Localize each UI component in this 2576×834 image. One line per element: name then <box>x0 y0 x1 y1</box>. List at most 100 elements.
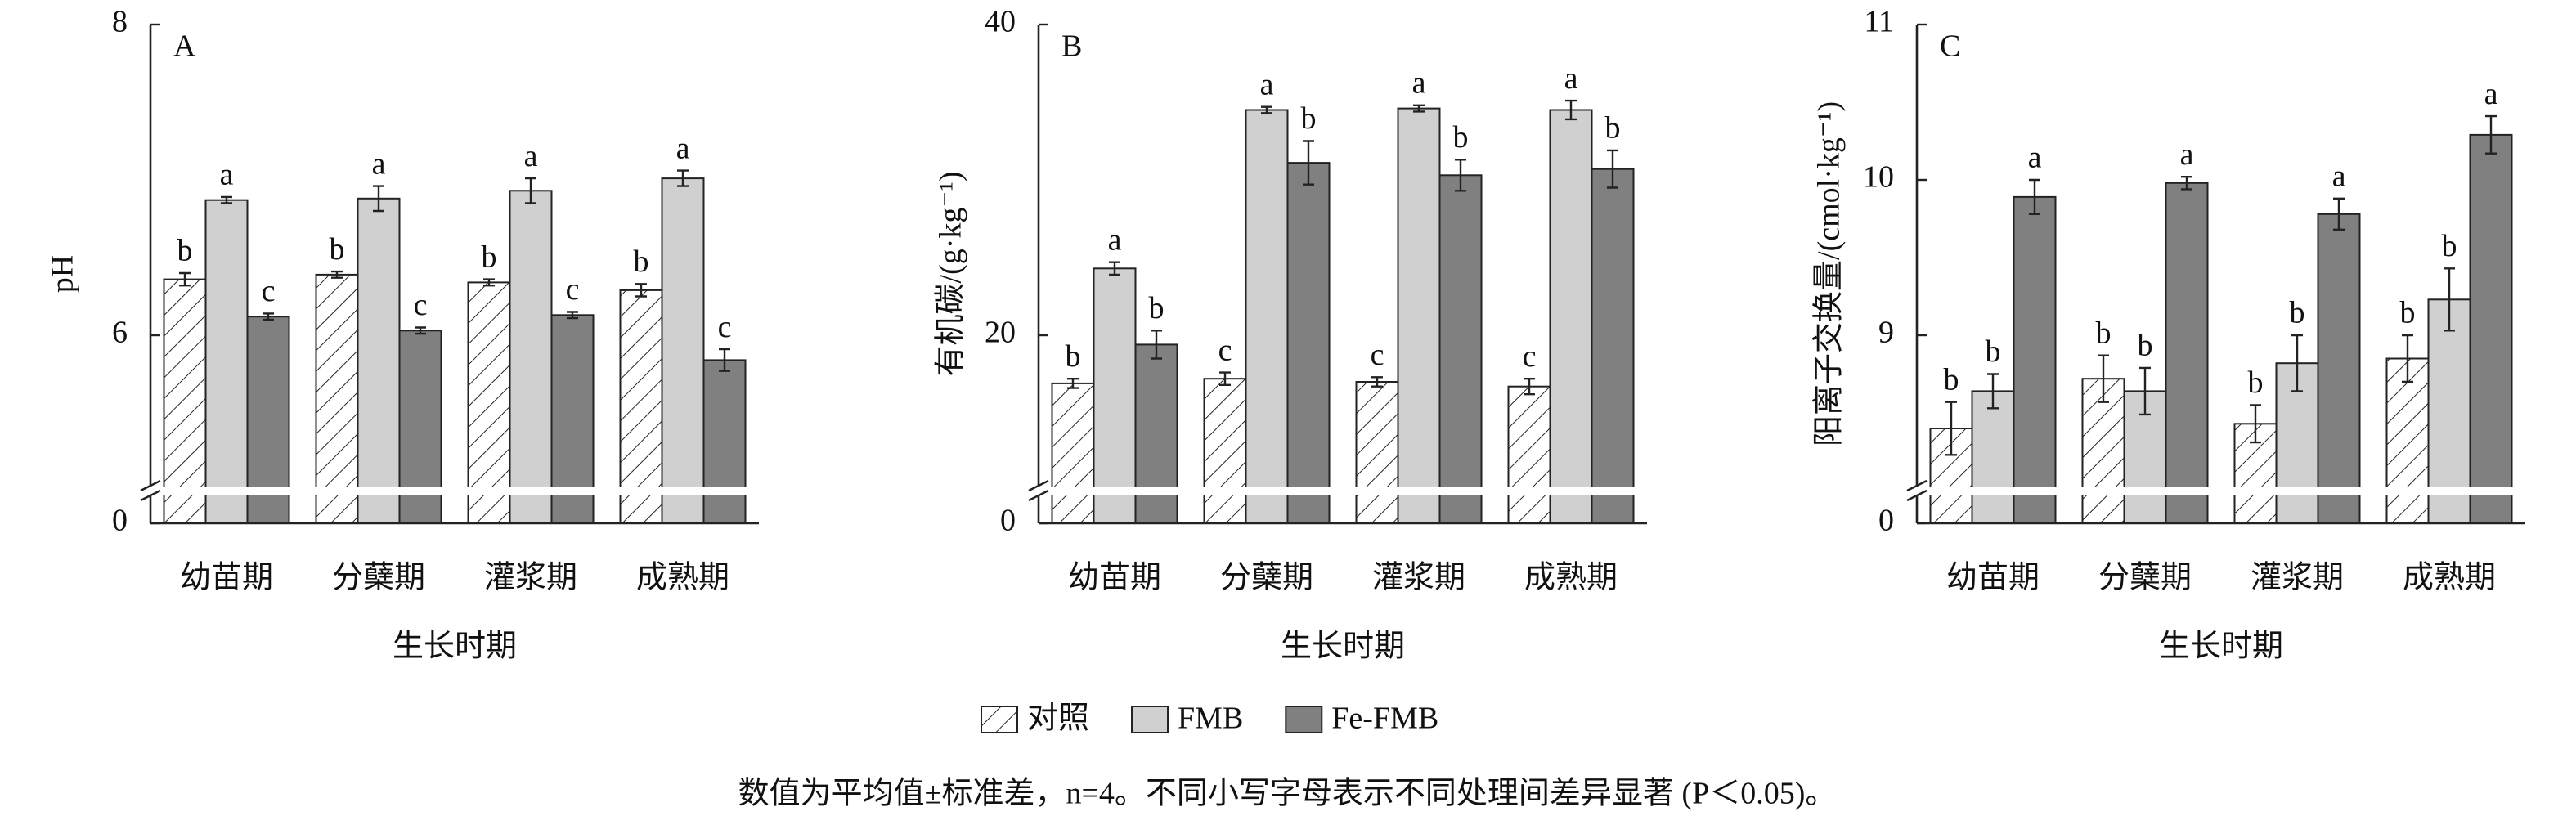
error-bar <box>2139 366 2151 416</box>
error-bar <box>677 169 689 187</box>
error-bar <box>525 177 536 204</box>
x-tick-label: 灌浆期 <box>484 561 577 595</box>
bar <box>467 281 511 524</box>
axis-break-mark <box>140 479 161 502</box>
significance-letter: b <box>1944 362 1959 397</box>
significance-letter: a <box>524 139 538 173</box>
significance-letter: b <box>2442 229 2457 263</box>
significance-letter: b <box>1453 120 1469 155</box>
panel-label: A <box>173 29 196 64</box>
significance-letter: b <box>634 244 649 279</box>
error-bar <box>1987 373 1999 410</box>
y-tick-label: 40 <box>985 5 1016 39</box>
error-bar <box>1565 99 1577 121</box>
bar <box>1286 162 1331 524</box>
axis-break-mark <box>1028 479 1049 502</box>
bar <box>1203 378 1247 525</box>
significance-letter: a <box>1260 67 1274 101</box>
significance-letter: b <box>482 240 497 274</box>
significance-letter: a <box>2028 141 2042 175</box>
bar <box>1397 107 1441 524</box>
bar <box>702 359 747 524</box>
y-tick-label: 0 <box>1878 504 1894 538</box>
axis-break-gap <box>1907 486 1927 495</box>
y-tick-label: 0 <box>1000 504 1016 538</box>
bar <box>1355 381 1399 524</box>
error-bar <box>263 312 274 321</box>
error-bar <box>331 270 343 279</box>
x-tick-label: 灌浆期 <box>2251 561 2344 595</box>
y-axis-label: pH <box>46 255 80 293</box>
bar <box>163 278 207 524</box>
legend-swatch <box>1131 706 1169 733</box>
bar <box>1093 267 1137 524</box>
x-tick-label: 幼苗期 <box>180 561 273 595</box>
error-bar <box>2402 334 2413 383</box>
bar <box>2165 182 2209 525</box>
significance-letter: b <box>2290 296 2305 330</box>
bar <box>2469 133 2513 524</box>
bar <box>1549 109 1593 524</box>
bar <box>2013 195 2057 524</box>
bar <box>1245 109 1289 524</box>
panel-label: B <box>1061 29 1082 64</box>
significance-letter: c <box>262 274 276 308</box>
y-tick-label: 11 <box>1864 5 1894 39</box>
error-bar <box>483 278 495 287</box>
significance-letter: c <box>566 272 580 307</box>
error-bar <box>719 348 730 372</box>
significance-letter: c <box>1218 333 1232 367</box>
error-bar <box>1371 376 1383 388</box>
x-tick-label: 成熟期 <box>2403 561 2496 595</box>
error-bar <box>1109 261 1120 276</box>
error-bar <box>2444 267 2455 332</box>
bar <box>2427 298 2471 524</box>
significance-letter: b <box>2138 329 2153 363</box>
error-bar <box>2333 197 2345 231</box>
error-bar <box>1607 149 1618 189</box>
error-bar <box>221 195 232 204</box>
bar <box>1051 382 1095 524</box>
significance-letter: b <box>1149 291 1165 325</box>
legend-label: 对照 <box>1027 702 1089 736</box>
bar <box>2317 213 2361 524</box>
x-tick-label: 分蘖期 <box>332 561 425 595</box>
significance-letter: b <box>1066 339 1081 374</box>
significance-letter: a <box>220 158 234 192</box>
y-tick-label: 0 <box>112 504 128 538</box>
significance-letter: a <box>1108 222 1122 257</box>
y-tick-label: 9 <box>1878 316 1894 350</box>
bar <box>1134 343 1178 524</box>
y-tick-label: 20 <box>985 316 1016 350</box>
x-axis-label: 生长时期 <box>393 630 517 664</box>
panel-label: C <box>1940 29 1960 64</box>
x-tick-label: 成熟期 <box>1524 561 1618 595</box>
significance-letter: b <box>177 234 193 268</box>
significance-letter: c <box>718 310 732 344</box>
significance-letter: a <box>676 131 690 165</box>
bar <box>2385 357 2430 524</box>
x-tick-label: 分蘖期 <box>1220 561 1313 595</box>
x-tick-label: 幼苗期 <box>1946 561 2040 595</box>
caption: 数值为平均值±标准差，n=4。不同小写字母表示不同处理间差异显著 (P＜0.05… <box>738 777 1837 811</box>
legend-label: FMB <box>1178 702 1243 736</box>
axis-break-gap <box>1040 486 1649 495</box>
y-axis-label: 阳离子交换量/(cmol·kg⁻¹) <box>1812 101 1847 446</box>
error-bar <box>567 311 578 320</box>
error-bar <box>1219 371 1231 386</box>
y-tick-label: 6 <box>112 316 128 350</box>
significance-letter: a <box>2332 159 2346 194</box>
error-bar <box>1303 140 1314 186</box>
error-bar <box>635 283 647 298</box>
legend-swatch <box>981 706 1018 733</box>
error-bar <box>373 185 384 213</box>
significance-letter: a <box>2180 137 2194 172</box>
bar <box>315 273 359 524</box>
significance-letter: c <box>414 288 428 322</box>
x-axis-label: 生长时期 <box>1281 630 1405 664</box>
significance-letter: b <box>1301 101 1317 136</box>
bar <box>661 177 705 524</box>
error-bar <box>1524 378 1535 396</box>
y-tick-label: 8 <box>112 5 128 39</box>
